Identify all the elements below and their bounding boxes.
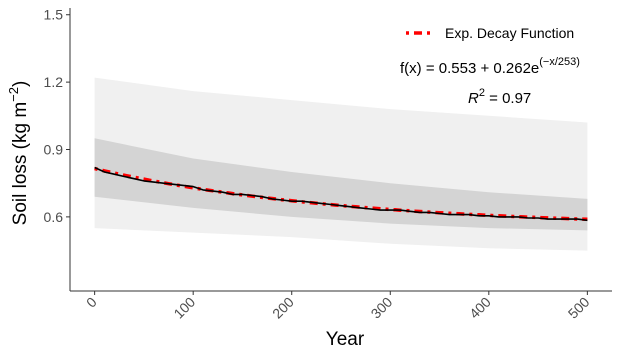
r-squared-sup: 2 xyxy=(479,87,485,99)
y-tick-label: 1.5 xyxy=(44,7,64,23)
y-tick-label: 1.2 xyxy=(44,74,64,90)
observed-series-layer xyxy=(94,166,588,222)
x-tick-label: 300 xyxy=(368,294,396,322)
x-tick-label: 400 xyxy=(466,294,494,322)
fit-curve-layer xyxy=(94,166,588,222)
x-tick-label: 200 xyxy=(269,294,297,322)
y-axis-title-close: ) xyxy=(10,81,31,87)
y-axis-title: Soil loss (kg m−2) xyxy=(6,81,31,226)
r-squared-text: R2 = 0.97 xyxy=(468,87,531,107)
series-line-0 xyxy=(94,166,588,222)
x-tick-label: 0 xyxy=(83,294,100,311)
r-squared-value: = 0.97 xyxy=(485,90,531,107)
x-axis-title: Year xyxy=(326,329,365,350)
y-tick-label: 0.6 xyxy=(44,209,64,225)
x-tick-label: 500 xyxy=(565,294,593,322)
confidence-bands xyxy=(94,77,588,251)
legend: Exp. Decay Function xyxy=(406,25,574,41)
equation-text: f(x) = 0.553 + 0.262e(−x/253) xyxy=(400,56,580,77)
y-axis-title-main: Soil loss (kg m xyxy=(10,102,31,226)
y-axis-title-sup: −2 xyxy=(6,87,21,102)
legend-label: Exp. Decay Function xyxy=(445,25,574,41)
fit-equation: f(x) = 0.553 + 0.262e(−x/253) R2 = 0.97 xyxy=(400,56,580,107)
equation-lhs: f(x) = 0.553 + 0.262e xyxy=(400,60,539,77)
x-tick-label: 100 xyxy=(170,294,198,322)
band-inner xyxy=(94,138,588,231)
fit-curve xyxy=(94,166,588,222)
r-squared-label: R xyxy=(468,90,479,107)
y-tick-label: 0.9 xyxy=(44,142,64,158)
y-axis-title-group: Soil loss (kg m−2) xyxy=(6,81,31,226)
equation-exponent: (−x/253) xyxy=(539,56,580,68)
